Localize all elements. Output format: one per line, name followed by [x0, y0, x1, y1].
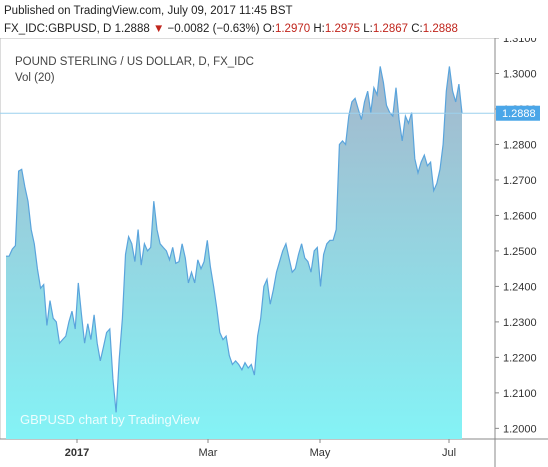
price-change: −0.0082 (−0.63%) [167, 23, 260, 35]
close-value: 1.2888 [422, 23, 458, 35]
last-price: 1.2888 [114, 23, 150, 35]
y-tick-label: 1.2600 [503, 210, 537, 222]
price-chart[interactable]: 1.2000 1.2100 1.2200 1.2300 1.2400 1.2500 1.26… [0, 38, 548, 467]
y-tick-label: 1.3000 [503, 68, 537, 80]
y-tick-label: 1.2300 [503, 317, 537, 329]
high-value: 1.2975 [324, 23, 361, 35]
chart-subtitle: Vol (20) [15, 72, 55, 84]
x-tick-label: 2017 [65, 447, 89, 459]
low-value: 1.2867 [372, 23, 409, 35]
high-label: H: [313, 23, 325, 35]
last-price-tag: 1.2888 [496, 105, 540, 121]
chart-title: POUND STERLING / US DOLLAR, D, FX_IDC [15, 56, 254, 68]
last-price-label: 1.2888 [502, 108, 536, 120]
y-tick-label: 1.2200 [503, 352, 537, 364]
time-axis: 2017 Mar May Jul [65, 439, 456, 459]
x-tick-label: Mar [199, 447, 218, 459]
published-note: Published on TradingView.com, July 09, 2… [4, 5, 293, 17]
price-area-fill [6, 66, 462, 440]
y-tick-label: 1.2700 [503, 175, 537, 187]
open-value: 1.2970 [274, 23, 311, 35]
symbol-quote-line: FX_IDC:GBPUSD, D 1.2888 ▼ −0.0082 (−0.63… [4, 22, 458, 36]
y-tick-label: 1.2000 [503, 423, 537, 435]
x-tick-label: May [310, 447, 331, 459]
close-label: C: [411, 23, 423, 35]
y-tick-label: 1.2800 [503, 139, 537, 151]
price-line [6, 66, 463, 413]
chart-watermark: GBPUSD chart by TradingView [20, 412, 200, 427]
y-tick-label: 1.3100 [503, 38, 537, 45]
price-axis: 1.2000 1.2100 1.2200 1.2300 1.2400 1.2500 1.26… [495, 38, 537, 435]
x-tick-label: Jul [442, 447, 456, 459]
y-tick-label: 1.2500 [503, 246, 537, 258]
y-tick-label: 1.2400 [503, 281, 537, 293]
down-arrow-icon: ▼ [152, 23, 165, 35]
y-tick-label: 1.2100 [503, 388, 537, 400]
symbol-label: FX_IDC:GBPUSD, D [4, 23, 112, 35]
open-label: O: [262, 23, 275, 35]
low-label: L: [363, 23, 373, 35]
